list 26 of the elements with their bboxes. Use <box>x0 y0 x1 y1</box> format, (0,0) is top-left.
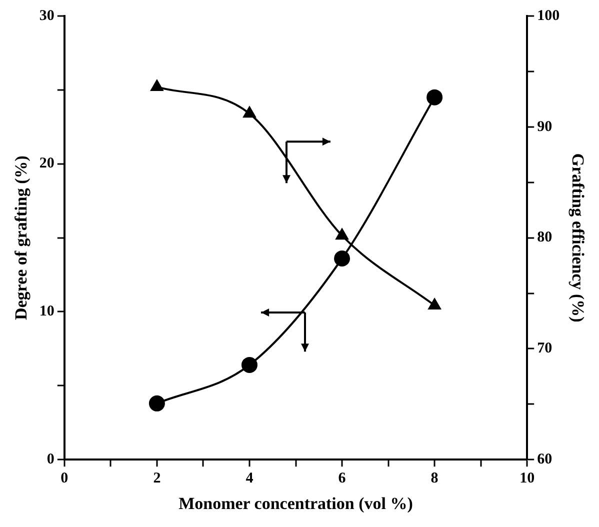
point <box>242 106 256 118</box>
y-axis-title: Degree of grafting (%) <box>12 156 31 320</box>
point <box>335 228 349 240</box>
y2-tick-label: 80 <box>537 230 552 246</box>
x-tick-label: 0 <box>60 470 68 486</box>
y2-axis-title: Grafting efficiency (%) <box>568 153 588 322</box>
point <box>150 78 164 91</box>
point <box>426 89 443 106</box>
point <box>428 297 442 310</box>
y-tick-label: 0 <box>46 451 54 468</box>
point <box>334 250 350 266</box>
y2-tick-label: 90 <box>537 118 552 135</box>
x-tick-label: 10 <box>520 470 535 486</box>
point <box>148 395 165 412</box>
y-tick-label: 30 <box>39 8 54 24</box>
y2-tick-label: 70 <box>537 340 552 357</box>
x-tick-label: 8 <box>430 470 438 486</box>
y-tick-label: 20 <box>39 156 54 172</box>
y2-tick-label: 60 <box>537 451 552 468</box>
y-tick-label: 10 <box>39 304 54 320</box>
x-tick-label: 4 <box>246 470 254 486</box>
x-axis-title: Monomer concentration (vol %) <box>178 494 413 514</box>
point <box>241 356 258 373</box>
y2-tick-label: 100 <box>537 8 560 24</box>
x-tick-label: 6 <box>338 470 346 486</box>
x-tick-label: 2 <box>153 470 161 486</box>
